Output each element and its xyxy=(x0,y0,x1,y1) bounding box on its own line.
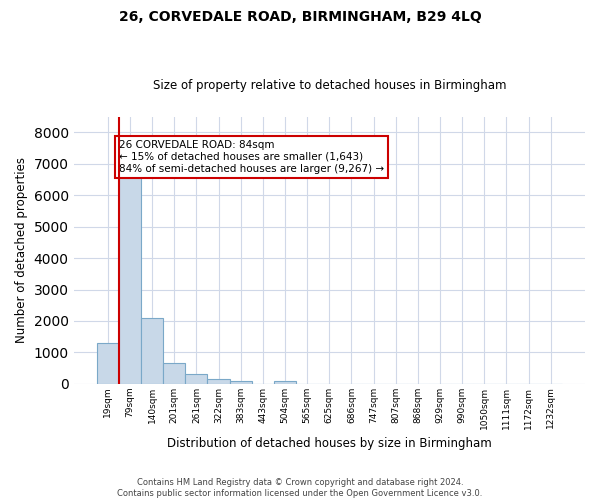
Bar xyxy=(97,343,119,384)
Bar xyxy=(141,318,163,384)
Bar xyxy=(119,176,141,384)
Bar xyxy=(208,378,230,384)
X-axis label: Distribution of detached houses by size in Birmingham: Distribution of detached houses by size … xyxy=(167,437,491,450)
Bar xyxy=(185,374,208,384)
Text: Contains HM Land Registry data © Crown copyright and database right 2024.
Contai: Contains HM Land Registry data © Crown c… xyxy=(118,478,482,498)
Text: 26, CORVEDALE ROAD, BIRMINGHAM, B29 4LQ: 26, CORVEDALE ROAD, BIRMINGHAM, B29 4LQ xyxy=(119,10,481,24)
Text: 26 CORVEDALE ROAD: 84sqm
← 15% of detached houses are smaller (1,643)
84% of sem: 26 CORVEDALE ROAD: 84sqm ← 15% of detach… xyxy=(119,140,384,173)
Bar xyxy=(230,380,252,384)
Bar xyxy=(274,381,296,384)
Title: Size of property relative to detached houses in Birmingham: Size of property relative to detached ho… xyxy=(152,79,506,92)
Bar xyxy=(163,364,185,384)
Y-axis label: Number of detached properties: Number of detached properties xyxy=(15,158,28,344)
